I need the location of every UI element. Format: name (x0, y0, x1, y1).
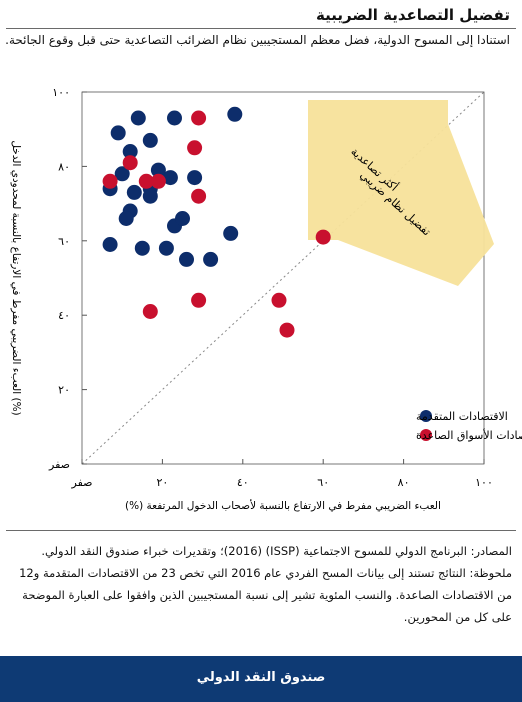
axis-ticks: صفر ٢٠ ٤٠ ٦٠ ٨٠ ١٠٠ صفر ٢٠ ٤٠ ٦٠ ٨٠ ١٠٠ (48, 86, 493, 489)
notes-section: المصادر: البرنامج الدولي للمسوح الاجتماع… (10, 540, 512, 628)
advanced-economy-point (179, 251, 194, 267)
legend-label-advanced: الاقتصادات المتقدمة (416, 410, 508, 423)
title-divider (6, 28, 516, 29)
x-tick-label: ٨٠ (398, 476, 410, 489)
advanced-economy-point (130, 110, 146, 126)
emerging-market-point (271, 292, 287, 308)
footer-bar: صندوق النقد الدولي (0, 656, 522, 702)
emerging-market-point (102, 173, 118, 189)
advanced-economy-point (134, 240, 150, 256)
advanced-economy-point (142, 188, 158, 204)
y-tick-label: ٤٠ (58, 309, 70, 322)
emerging-market-point (191, 188, 207, 204)
emerging-market-point (191, 110, 207, 126)
emerging-market-point (142, 304, 158, 319)
x-tick-label: ٦٠ (317, 476, 329, 489)
advanced-economy-point (114, 166, 130, 182)
advanced-economy-point (158, 240, 174, 256)
advanced-economy-point (122, 144, 138, 159)
advanced-economy-point (142, 132, 158, 148)
arrow-shape (308, 100, 494, 286)
methodology-note: ملحوظة: النتائج تستند إلى بيانات المسح ا… (19, 566, 512, 624)
x-tick-label: ١٠٠ (475, 476, 493, 489)
emerging-market-point (191, 292, 207, 308)
legend-swatch-emerging (420, 429, 432, 441)
advanced-economy-point (187, 170, 203, 186)
y-tick-label: ٦٠ (58, 235, 70, 248)
progressivity-arrow (308, 100, 494, 286)
scatter-chart: أكثر تصاعدية تفضيل نظام ضريبي صفر٢٠٤٠٦٠٨… (10, 86, 522, 512)
advanced-economy-point (102, 237, 118, 252)
advanced-economy-point (227, 106, 243, 122)
advanced-economy-point (126, 184, 142, 200)
y-tick-label: صفر (48, 458, 70, 471)
legend: الاقتصادات المتقدمة اقتصادات الأسواق الص… (416, 410, 522, 442)
emerging-market-point (279, 322, 295, 338)
sources-note: المصادر: البرنامج الدولي للمسوح الاجتماع… (41, 544, 512, 558)
y-tick-label: ٨٠ (58, 160, 70, 173)
legend-label-emerging: اقتصادات الأسواق الصاعدة (416, 428, 522, 442)
advanced-economy-point (118, 211, 134, 226)
advanced-economy-point (167, 110, 182, 126)
y-axis-label: العبء الضريبي مفرط في الارتفاع بالنسبة ل… (10, 140, 22, 415)
emerging-market-point (150, 173, 166, 189)
y-tick-label: ٢٠ (58, 384, 70, 397)
emerging-market-point (122, 155, 138, 171)
data-points (102, 106, 331, 338)
y-tick-label: ١٠٠ (52, 86, 70, 99)
emerging-market-point (138, 173, 154, 189)
advanced-economy-point (223, 225, 239, 241)
advanced-economy-point (110, 125, 126, 141)
chart-title: تفضيل التصاعدية الضريبية (316, 6, 510, 24)
emerging-market-point (315, 229, 331, 245)
advanced-economy-point (203, 251, 219, 267)
legend-swatch-advanced (420, 410, 432, 422)
advanced-economy-point (175, 211, 190, 226)
notes-divider (6, 530, 516, 531)
emerging-market-point (187, 140, 203, 156)
advanced-economy-point (162, 170, 178, 186)
advanced-economy-point (150, 162, 166, 178)
x-tick-label: صفر (71, 476, 93, 489)
chart-subtitle: استنادا إلى المسوح الدولية، فضل معظم الم… (5, 33, 510, 47)
x-tick-label: ٢٠ (156, 476, 168, 489)
x-tick-label: ٤٠ (237, 476, 249, 489)
x-axis-label: العبء الضريبي مفرط في الارتفاع بالنسبة ل… (125, 499, 441, 512)
footer-label: صندوق النقد الدولي (196, 670, 326, 685)
